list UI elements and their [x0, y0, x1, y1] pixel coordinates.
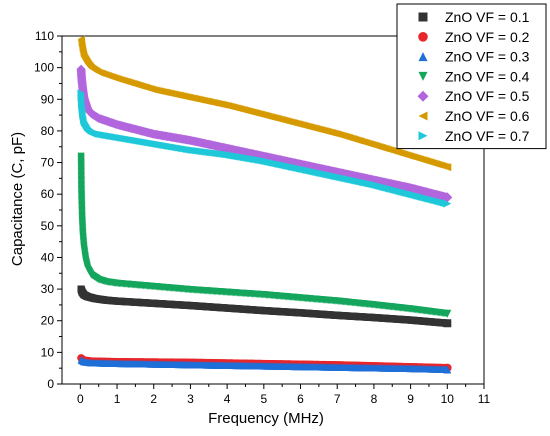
- y-tick-label: 100: [34, 61, 54, 75]
- x-tick-label: 8: [371, 392, 378, 406]
- series-5-marker: [442, 192, 453, 203]
- series-7-marker: [443, 199, 452, 208]
- series-6: [77, 35, 452, 172]
- y-tick-label: 0: [47, 377, 54, 391]
- x-axis-title: Frequency (MHz): [208, 410, 324, 427]
- legend-marker: [418, 111, 428, 121]
- y-tick-label: 50: [41, 219, 55, 233]
- y-tick-label: 80: [41, 124, 55, 138]
- legend-marker: [418, 71, 428, 81]
- x-tick-label: 7: [334, 392, 341, 406]
- legend-marker: [418, 12, 428, 22]
- x-tick-label: 3: [187, 392, 194, 406]
- x-tick-label: 5: [260, 392, 267, 406]
- series-7: [77, 89, 452, 208]
- legend-label: ZnO VF = 0.4: [445, 68, 530, 84]
- legend-label: ZnO VF = 0.6: [445, 108, 530, 124]
- series-3-marker: [443, 365, 452, 374]
- y-tick-label: 40: [41, 250, 55, 264]
- y-tick-label: 110: [35, 29, 54, 43]
- series-4: [77, 152, 452, 318]
- series-4-marker: [443, 309, 452, 318]
- legend: ZnO VF = 0.1 ZnO VF = 0.2 ZnO VF = 0.3 ZnO …: [396, 3, 547, 150]
- legend-label: ZnO VF = 0.2: [445, 29, 530, 45]
- y-tick-label: 10: [41, 345, 55, 359]
- y-tick-label: 30: [41, 282, 55, 296]
- legend-marker: [418, 131, 428, 141]
- legend-marker: [418, 52, 428, 62]
- legend-label: ZnO VF = 0.3: [445, 49, 530, 65]
- series-1-marker: [443, 319, 452, 328]
- x-tick-label: 2: [150, 392, 157, 406]
- y-tick-label: 90: [41, 92, 55, 106]
- y-tick-label: 60: [41, 187, 55, 201]
- legend-label: ZnO VF = 0.7: [445, 128, 530, 144]
- x-tick-label: 4: [224, 392, 231, 406]
- series-6-marker: [443, 163, 452, 172]
- y-tick-label: 70: [41, 156, 55, 170]
- series-1: [77, 285, 452, 328]
- y-tick-label: 20: [41, 314, 55, 328]
- series-layer: [76, 35, 453, 374]
- x-tick-label: 9: [407, 392, 414, 406]
- legend-label: ZnO VF = 0.5: [445, 88, 530, 104]
- legend-marker: [417, 90, 429, 102]
- x-tick-label: 11: [478, 392, 491, 406]
- series-5: [76, 64, 453, 203]
- legend-marker: [418, 32, 428, 42]
- series-3: [77, 356, 452, 374]
- x-tick-label: 10: [441, 392, 455, 406]
- legend-label: ZnO VF = 0.1: [445, 9, 530, 25]
- x-tick-label: 6: [297, 392, 304, 406]
- x-tick-label: 1: [114, 392, 121, 406]
- x-tick-label: 0: [77, 392, 84, 406]
- y-axis-title: Capacitance (C, pF): [9, 132, 26, 266]
